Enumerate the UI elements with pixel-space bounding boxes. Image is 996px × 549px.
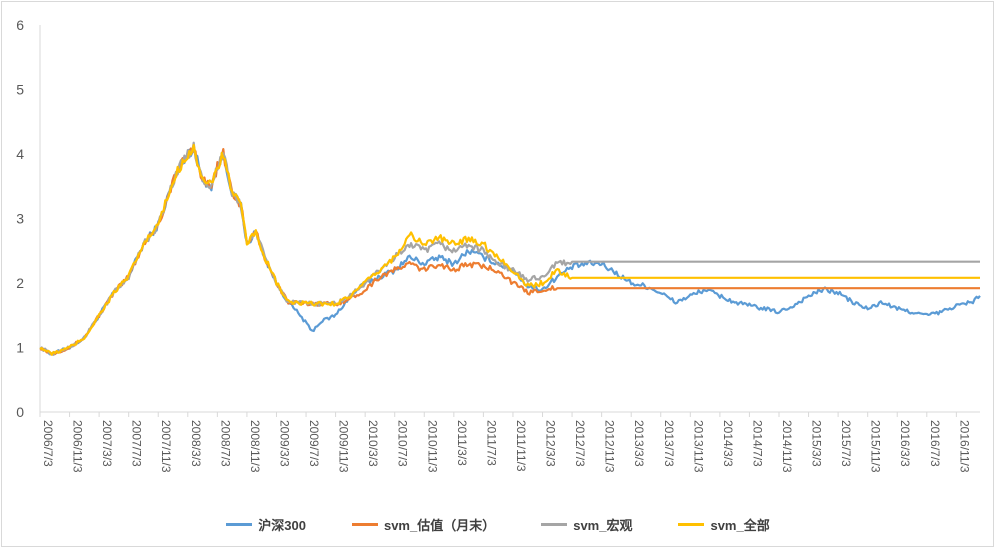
x-tick-label: 2011/11/3 bbox=[514, 420, 528, 472]
x-tick-label: 2014/3/3 bbox=[721, 420, 735, 467]
legend-label: svm_估值（月末） bbox=[383, 517, 496, 533]
legend-label: 沪深300 bbox=[258, 517, 306, 533]
x-tick-label: 2008/11/3 bbox=[248, 420, 262, 473]
legend-item: svm_估值（月末） bbox=[351, 515, 496, 534]
x-tick-label: 2012/7/3 bbox=[573, 420, 587, 467]
y-tick-label: 1 bbox=[16, 340, 24, 356]
legend-label: svm_全部 bbox=[710, 517, 770, 533]
x-tick-label: 2010/7/3 bbox=[396, 420, 410, 467]
x-tick-label: 2015/7/3 bbox=[839, 420, 853, 467]
x-tick-label: 2016/11/3 bbox=[957, 420, 971, 473]
x-tick-label: 2013/7/3 bbox=[662, 420, 676, 467]
x-tick-label: 2009/11/3 bbox=[337, 420, 351, 473]
x-tick-label: 2008/7/3 bbox=[218, 420, 232, 467]
x-tick-label: 2015/3/3 bbox=[810, 420, 824, 467]
y-tick-label: 2 bbox=[16, 275, 24, 291]
legend-swatch bbox=[678, 522, 705, 526]
x-tick-label: 2011/7/3 bbox=[484, 420, 498, 466]
x-tick-label: 2011/3/3 bbox=[455, 420, 469, 466]
y-tick-label: 6 bbox=[16, 17, 24, 33]
legend-swatch bbox=[351, 522, 378, 526]
x-tick-label: 2008/3/3 bbox=[189, 420, 203, 467]
series-line-3 bbox=[39, 143, 980, 356]
legend-item: svm_全部 bbox=[678, 515, 770, 534]
series-line-1 bbox=[39, 147, 980, 356]
x-tick-label: 2016/3/3 bbox=[898, 420, 912, 467]
y-tick-label: 0 bbox=[16, 404, 24, 420]
legend-item: svm_宏观 bbox=[541, 515, 632, 534]
x-tick-label: 2013/11/3 bbox=[691, 420, 705, 473]
series-line-0 bbox=[40, 147, 981, 356]
x-tick-label: 2006/7/3 bbox=[41, 420, 55, 467]
x-tick-label: 2010/3/3 bbox=[366, 420, 380, 467]
x-tick-label: 2013/3/3 bbox=[632, 420, 646, 467]
chart-legend: 沪深300 svm_估值（月末） svm_宏观 svm_全部 bbox=[0, 512, 996, 536]
y-tick-label: 3 bbox=[16, 211, 24, 227]
x-tick-label: 2014/7/3 bbox=[750, 420, 764, 467]
x-tick-label: 2007/7/3 bbox=[130, 420, 144, 467]
x-tick-label: 2009/3/3 bbox=[277, 420, 291, 467]
legend-item: 沪深300 bbox=[226, 515, 306, 534]
x-tick-label: 2012/11/3 bbox=[603, 420, 617, 473]
x-tick-label: 2015/11/3 bbox=[869, 420, 883, 473]
x-tick-label: 2007/3/3 bbox=[100, 420, 114, 467]
x-tick-label: 2014/11/3 bbox=[780, 420, 794, 473]
x-tick-label: 2010/11/3 bbox=[425, 420, 439, 473]
x-tick-label: 2006/11/3 bbox=[71, 420, 85, 473]
y-tick-label: 5 bbox=[16, 82, 24, 98]
legend-swatch bbox=[541, 522, 568, 526]
legend-swatch bbox=[226, 522, 253, 526]
legend-label: svm_宏观 bbox=[573, 517, 633, 533]
x-tick-label: 2012/3/3 bbox=[544, 420, 558, 467]
x-tick-label: 2009/7/3 bbox=[307, 420, 321, 467]
series-line-2 bbox=[39, 141, 980, 356]
y-tick-label: 4 bbox=[16, 146, 24, 162]
x-tick-label: 2016/7/3 bbox=[928, 420, 942, 467]
x-tick-label: 2007/11/3 bbox=[159, 420, 173, 473]
